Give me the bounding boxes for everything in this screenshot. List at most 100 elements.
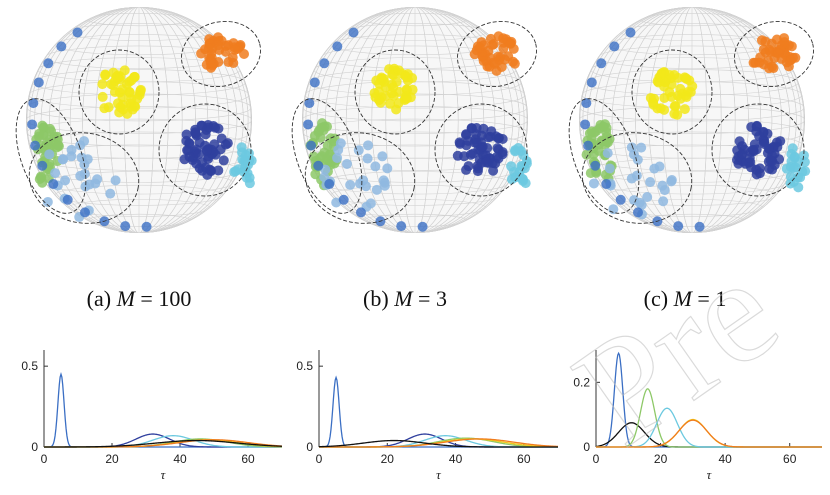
cluster-cyan	[787, 143, 798, 154]
cluster-blue	[28, 98, 39, 109]
cluster-blue	[324, 179, 335, 190]
cluster-lightblue	[44, 149, 55, 160]
cluster-lightblue	[636, 142, 647, 153]
cluster-cyan	[506, 174, 517, 185]
cluster-green	[313, 126, 324, 137]
caption-a: (a) M = 100	[87, 286, 192, 311]
cluster-blue	[56, 41, 67, 52]
cluster-lightblue	[75, 170, 86, 181]
cluster-orange	[773, 47, 784, 58]
cluster-orange	[474, 42, 485, 53]
cluster-orange	[509, 58, 520, 69]
cluster-green	[591, 126, 602, 137]
cluster-navy	[751, 120, 762, 131]
density-plot: 0 20 40 60 0 0.5 τ	[21, 350, 283, 482]
cluster-navy	[747, 145, 758, 156]
cluster-cyan	[518, 150, 529, 161]
cluster-navy	[763, 143, 774, 154]
cluster-lightblue	[626, 173, 637, 184]
cluster-yellow	[653, 77, 664, 88]
x-tick-label: 40	[718, 452, 732, 466]
cluster-yellow	[681, 73, 692, 84]
cluster-yellow	[126, 75, 137, 86]
cluster-navy	[461, 164, 472, 175]
cluster-navy	[190, 127, 201, 138]
cluster-blue	[306, 140, 317, 151]
cluster-boundary	[354, 49, 436, 135]
x-tick-label: 0	[593, 452, 600, 466]
cluster-lightblue	[80, 181, 91, 192]
cluster-blue	[43, 58, 54, 69]
x-tick-label: 60	[241, 452, 255, 466]
y-tick-label: 0	[583, 440, 590, 454]
cluster-orange	[498, 33, 509, 44]
cluster-orange	[781, 57, 792, 68]
cluster-lightblue	[50, 168, 61, 179]
cluster-orange	[786, 41, 797, 52]
cluster-lightblue	[358, 175, 369, 186]
cluster-cyan	[788, 176, 799, 187]
cluster-lightblue	[75, 140, 86, 151]
cluster-lightblue	[60, 175, 71, 186]
density-curve	[596, 419, 822, 448]
cluster-lightblue	[332, 152, 343, 163]
cluster-lightblue	[42, 196, 53, 207]
cluster-orange	[779, 37, 790, 48]
cluster-blue	[141, 221, 152, 232]
cluster-blue	[79, 207, 90, 218]
cluster-yellow	[669, 101, 680, 112]
cluster-blue	[581, 98, 592, 109]
cluster-blue	[120, 221, 131, 232]
cluster-lightblue	[654, 161, 665, 172]
cluster-orange	[755, 52, 766, 63]
cluster-yellow	[126, 101, 137, 112]
cluster-boundary	[78, 49, 160, 135]
cluster-lightblue	[345, 179, 356, 190]
cluster-lightblue	[658, 196, 669, 207]
cluster-blue	[609, 41, 620, 52]
cluster-boundary	[631, 49, 713, 135]
cluster-yellow	[669, 108, 680, 119]
cluster-navy	[472, 166, 483, 177]
cluster-navy	[213, 123, 224, 134]
cluster-blue	[304, 98, 315, 109]
cluster-green	[38, 129, 49, 140]
cluster-orange	[489, 58, 500, 69]
cluster-lightblue	[57, 154, 68, 165]
sphere-grid	[302, 7, 528, 233]
cluster-lightblue	[335, 138, 346, 149]
x-axis-label: τ	[707, 467, 713, 482]
x-tick-label: 0	[41, 452, 48, 466]
cluster-lightblue	[588, 178, 599, 189]
cluster-orange	[196, 48, 207, 59]
caption-c: (c) M = 1	[644, 286, 727, 311]
cluster-blue	[313, 160, 324, 171]
cluster-navy	[466, 123, 477, 134]
density-curve	[319, 438, 559, 448]
cluster-orange	[227, 52, 238, 63]
cluster-yellow	[675, 83, 686, 94]
cluster-yellow	[135, 84, 146, 95]
cluster-blue	[673, 221, 684, 232]
cluster-boundary	[581, 132, 693, 224]
cluster-cyan	[521, 158, 532, 169]
x-tick-label: 60	[783, 452, 797, 466]
cluster-yellow	[661, 74, 672, 85]
cluster-blue	[586, 77, 597, 88]
cluster-blue	[33, 77, 44, 88]
cluster-blue	[590, 160, 601, 171]
cluster-lightblue	[90, 178, 101, 189]
cluster-blue	[332, 41, 343, 52]
cluster-blue	[580, 119, 591, 130]
x-tick-label: 20	[654, 452, 668, 466]
cluster-yellow	[386, 88, 397, 99]
cluster-lightblue	[632, 154, 643, 165]
cluster-blue	[30, 140, 41, 151]
cluster-blue	[348, 27, 359, 38]
cluster-yellow	[664, 87, 675, 98]
cluster-blue	[694, 221, 705, 232]
cluster-navy	[737, 141, 748, 152]
cluster-yellow	[379, 76, 390, 87]
cluster-yellow	[659, 66, 670, 77]
cluster-navy	[737, 148, 748, 159]
